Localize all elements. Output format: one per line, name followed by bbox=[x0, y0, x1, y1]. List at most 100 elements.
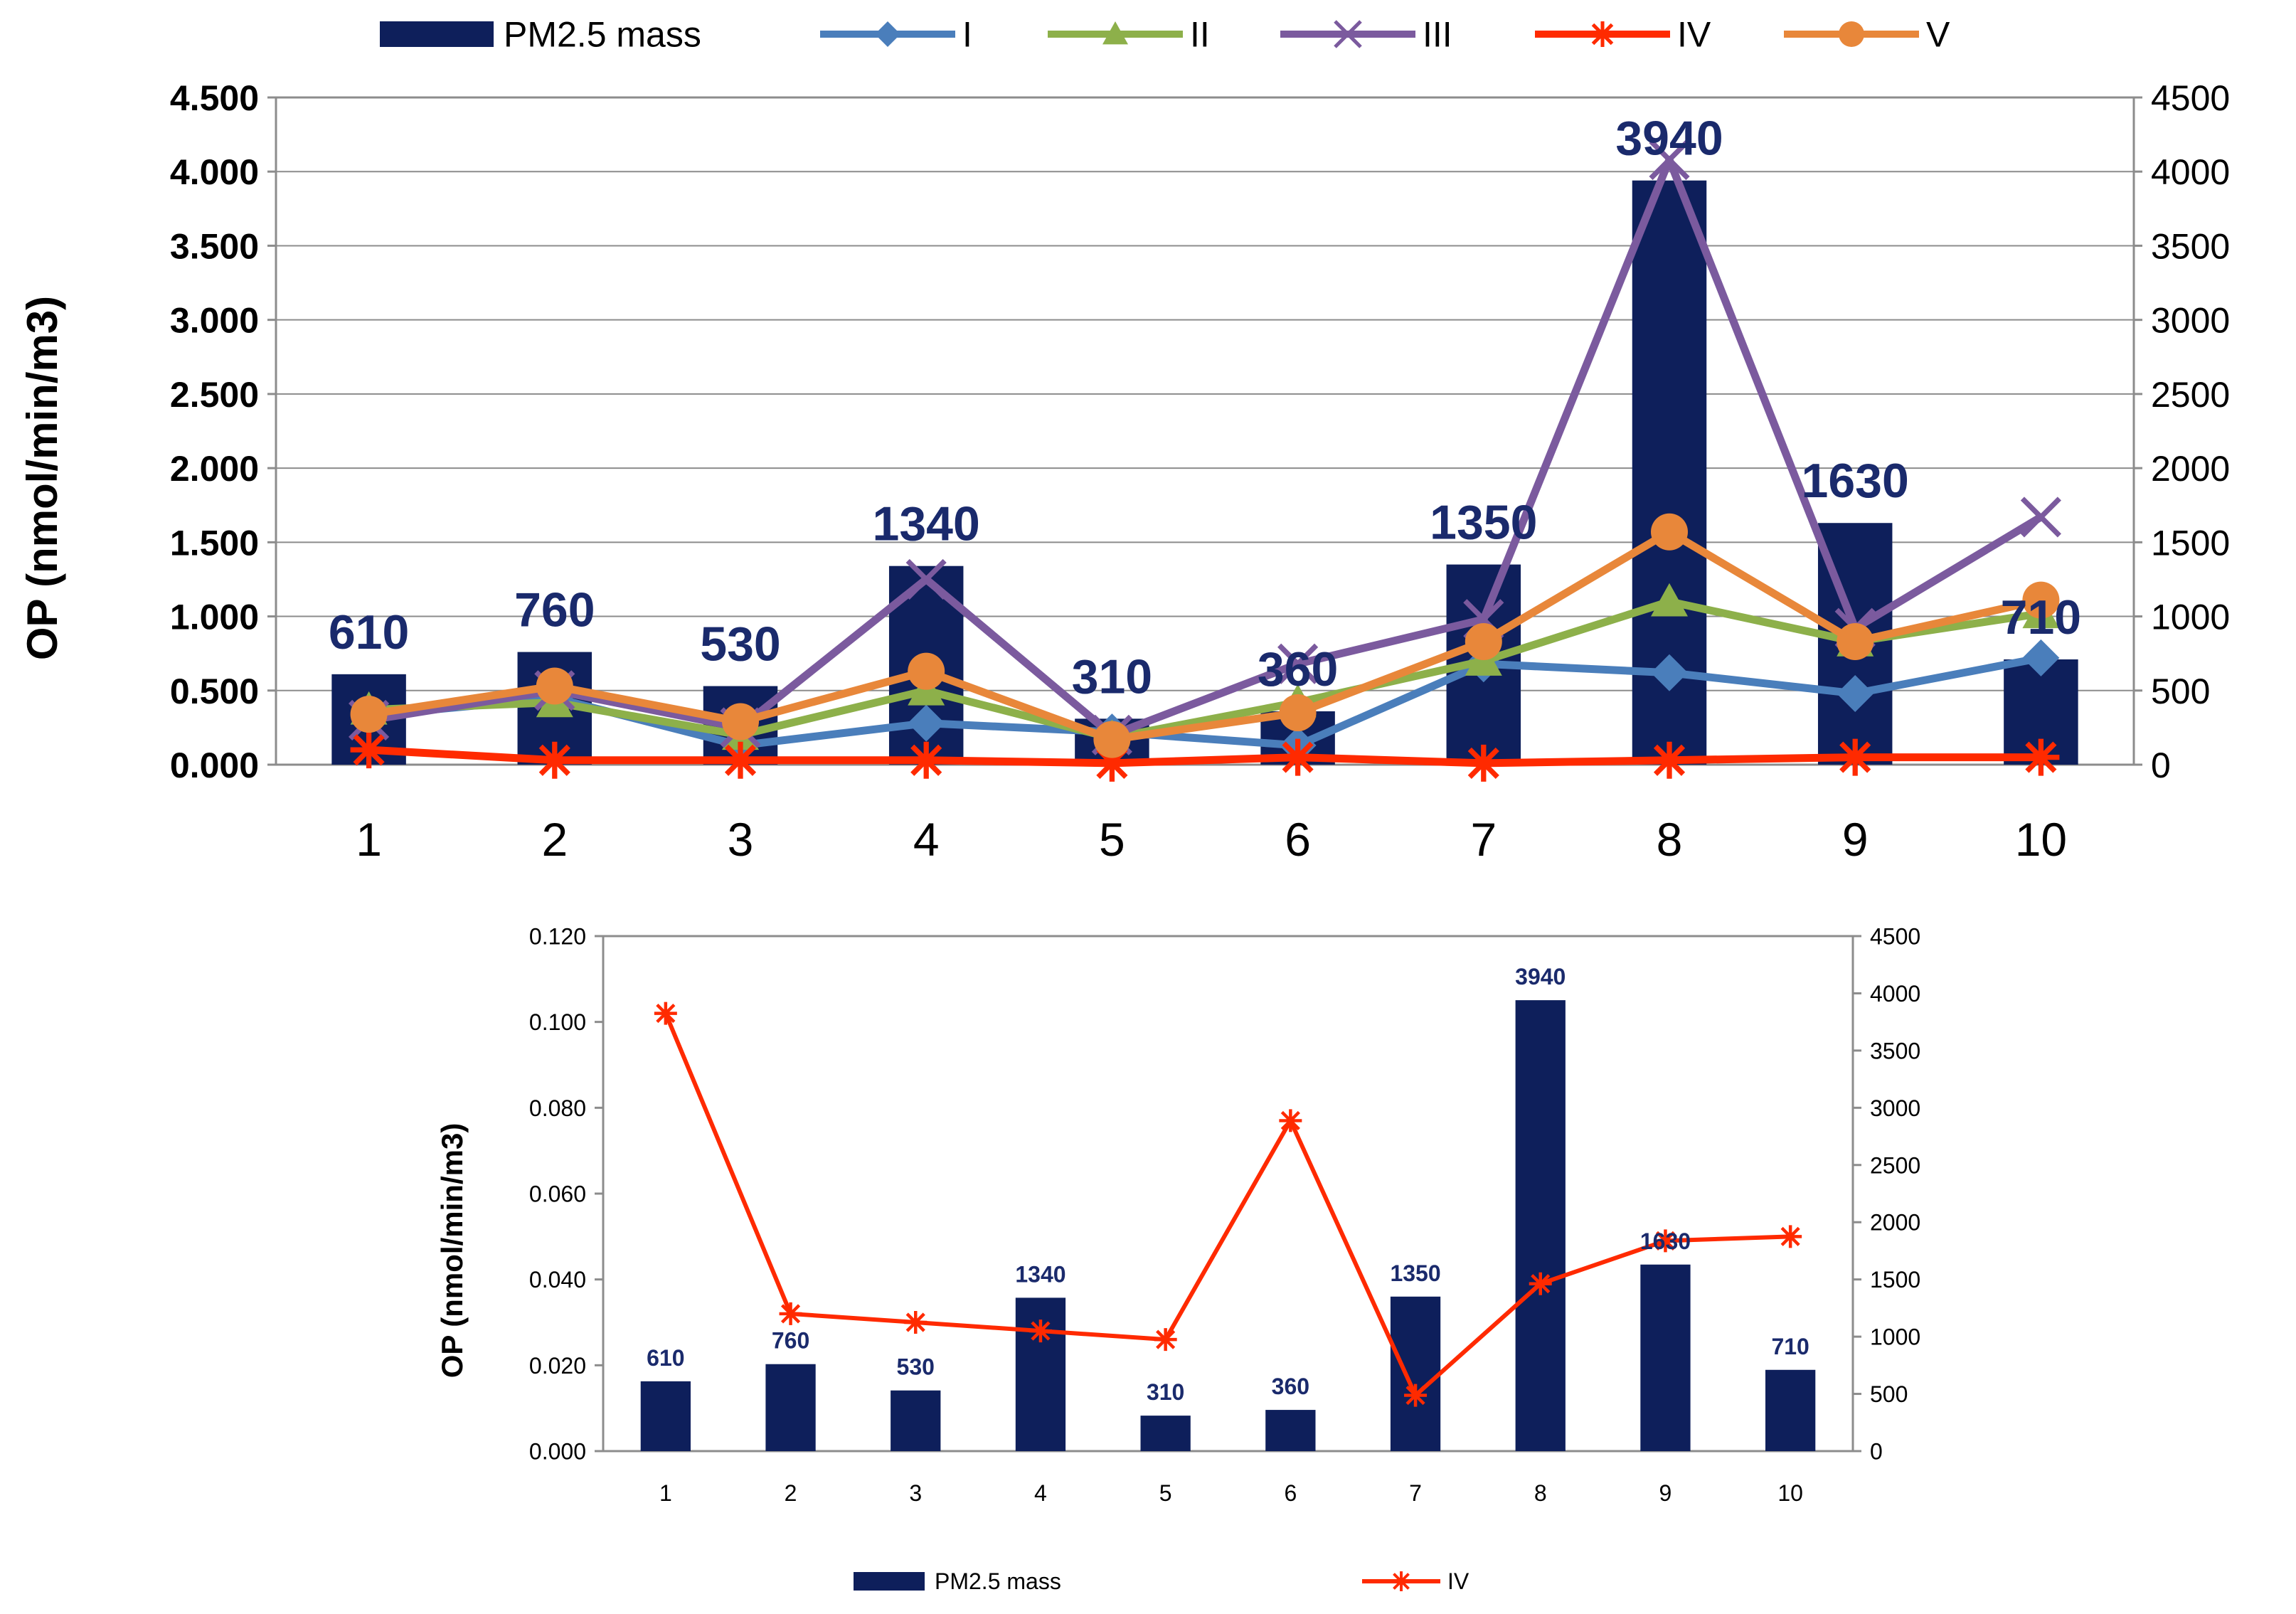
top-y-tick-label: 0.000 bbox=[170, 745, 259, 785]
bottom-point-IV bbox=[1279, 1109, 1302, 1132]
bottom-y-tick-label: 0.080 bbox=[529, 1095, 586, 1121]
top-point-IV bbox=[1837, 738, 1874, 776]
top-legend-marker-V bbox=[1839, 21, 1864, 47]
top-point-IV bbox=[1279, 738, 1317, 776]
bottom-bar bbox=[1390, 1296, 1441, 1451]
top-point-IV bbox=[1651, 741, 1688, 779]
top-y-tick-label: 1.000 bbox=[170, 598, 259, 637]
top-point-III bbox=[905, 558, 947, 600]
top-point-V bbox=[908, 652, 945, 690]
top-point-V bbox=[1279, 694, 1317, 732]
top-legend-label: PM2.5 mass bbox=[504, 15, 701, 55]
chart-top-y-axis-label: OP (nmol/min/m3) bbox=[18, 296, 66, 660]
bottom-x-tick-label: 2 bbox=[785, 1480, 797, 1506]
top-series-line-V bbox=[368, 528, 2042, 744]
bottom-bar-data-label: 1630 bbox=[1640, 1228, 1691, 1254]
top-bar-data-label: 710 bbox=[2001, 590, 2081, 644]
bottom-point-IV bbox=[654, 1002, 677, 1025]
top-series-line-III bbox=[368, 156, 2043, 739]
top-legend-marker-I bbox=[875, 21, 900, 47]
bottom-bar-data-label: 1350 bbox=[1390, 1260, 1440, 1286]
bottom-y-tick-label: 0.000 bbox=[529, 1439, 586, 1465]
top-y-tick-label: 2.000 bbox=[170, 449, 259, 489]
bottom-bar-data-label: 310 bbox=[1147, 1379, 1184, 1405]
bottom-bar bbox=[891, 1390, 941, 1451]
top-point-III bbox=[1649, 139, 1690, 181]
top-point-V bbox=[1837, 622, 1874, 660]
bottom-legend-label: IV bbox=[1447, 1568, 1469, 1594]
bottom-y-tick-label: 0.120 bbox=[529, 924, 586, 950]
top-point-I bbox=[908, 704, 945, 742]
top-point-IV bbox=[1465, 744, 1502, 782]
top-legend-label: III bbox=[1423, 15, 1452, 55]
bottom-y2-tick-label: 3000 bbox=[1870, 1095, 1920, 1121]
bottom-x-tick-label: 10 bbox=[1777, 1480, 1803, 1506]
top-series-line-IV bbox=[368, 745, 2041, 768]
top-y2-tick-label: 3500 bbox=[2151, 226, 2230, 266]
top-point-IV bbox=[2022, 738, 2060, 776]
top-y2-tick-label: 3000 bbox=[2151, 301, 2230, 341]
bottom-y-tick-label: 0.100 bbox=[529, 1009, 586, 1035]
bottom-x-tick-label: 5 bbox=[1159, 1480, 1172, 1506]
bottom-y2-tick-label: 1000 bbox=[1870, 1324, 1920, 1350]
bottom-bar-data-label: 1340 bbox=[1015, 1261, 1065, 1287]
bottom-point-IV bbox=[1404, 1384, 1428, 1407]
top-point-V bbox=[350, 696, 388, 733]
top-point-IV bbox=[350, 731, 388, 769]
bottom-point-IV bbox=[1029, 1320, 1052, 1343]
top-y2-tick-label: 1500 bbox=[2151, 523, 2230, 563]
bottom-bar-data-label: 3940 bbox=[1515, 964, 1566, 989]
bottom-x-tick-label: 1 bbox=[659, 1480, 672, 1506]
bottom-y-tick-label: 0.040 bbox=[529, 1267, 586, 1292]
bottom-bar bbox=[1140, 1416, 1191, 1451]
top-point-I bbox=[2022, 639, 2060, 676]
top-y-tick-label: 2.500 bbox=[170, 375, 259, 415]
bottom-y2-tick-label: 4000 bbox=[1870, 981, 1920, 1007]
top-point-V bbox=[1093, 721, 1131, 758]
bottom-y2-tick-label: 4500 bbox=[1870, 924, 1920, 950]
top-x-tick-label: 2 bbox=[541, 813, 568, 866]
top-x-tick-label: 5 bbox=[1099, 813, 1125, 866]
bottom-point-IV bbox=[779, 1302, 802, 1325]
bottom-bar-data-label: 360 bbox=[1272, 1374, 1309, 1399]
top-legend-marker-III bbox=[1334, 20, 1362, 48]
bottom-y-tick-label: 0.020 bbox=[529, 1353, 586, 1379]
top-x-tick-label: 7 bbox=[1470, 813, 1497, 866]
top-point-IV bbox=[1093, 744, 1131, 782]
top-y-tick-label: 1.500 bbox=[170, 523, 259, 563]
top-y-tick-label: 4.000 bbox=[170, 152, 259, 192]
bottom-legend-swatch-bar bbox=[854, 1572, 925, 1591]
top-x-tick-label: 10 bbox=[2015, 813, 2067, 866]
bottom-bar bbox=[1265, 1410, 1316, 1451]
top-series-line-II bbox=[368, 598, 2042, 742]
top-point-III bbox=[2020, 497, 2061, 538]
bottom-bar-data-label: 760 bbox=[772, 1328, 809, 1354]
top-point-V bbox=[2022, 581, 2060, 619]
top-bar-data-label: 1340 bbox=[873, 497, 980, 551]
top-point-IV bbox=[536, 741, 573, 779]
top-point-I bbox=[1837, 674, 1874, 712]
bottom-bar-data-label: 610 bbox=[647, 1345, 684, 1371]
bottom-y2-tick-label: 2000 bbox=[1870, 1210, 1920, 1236]
top-y2-tick-label: 2500 bbox=[2151, 375, 2230, 415]
bottom-series-line-IV bbox=[664, 1012, 1791, 1398]
top-bar-data-label: 3940 bbox=[1615, 112, 1723, 166]
top-point-V bbox=[1465, 622, 1502, 660]
top-y2-tick-label: 0 bbox=[2151, 745, 2171, 785]
chart-bottom-y-axis-label: OP (nmol/min/m3) bbox=[435, 1123, 469, 1379]
top-legend-label: V bbox=[1926, 15, 1950, 55]
bottom-point-IV bbox=[1654, 1229, 1677, 1253]
top-y2-tick-label: 4000 bbox=[2151, 152, 2230, 192]
bottom-y2-tick-label: 1500 bbox=[1870, 1267, 1920, 1292]
top-bar-data-label: 310 bbox=[1072, 649, 1152, 704]
bottom-bar bbox=[1640, 1264, 1691, 1451]
bottom-bar-data-label: 710 bbox=[1771, 1334, 1809, 1359]
top-x-tick-label: 6 bbox=[1285, 813, 1311, 866]
top-point-I bbox=[1651, 654, 1688, 691]
top-y2-tick-label: 4500 bbox=[2151, 78, 2230, 118]
bottom-point-IV bbox=[904, 1311, 928, 1334]
chart-bottom: OP (nmol/min/m3) 0.000 0.020 0.040 0.060 0.0… bbox=[435, 924, 1920, 1595]
top-y2-tick-label: 2000 bbox=[2151, 449, 2230, 489]
bottom-y2-tick-label: 3500 bbox=[1870, 1038, 1920, 1063]
